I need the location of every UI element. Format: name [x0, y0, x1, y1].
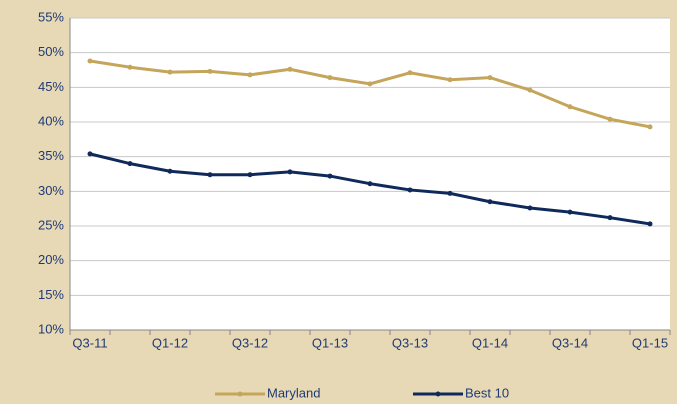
point: [407, 187, 413, 193]
point: [167, 69, 173, 75]
point: [527, 87, 533, 93]
x-tick-label: Q3-13: [392, 335, 428, 350]
y-tick-label: 35%: [38, 148, 64, 163]
point: [647, 124, 653, 130]
point: [447, 190, 453, 196]
point: [607, 215, 613, 221]
y-tick-label: 55%: [38, 9, 64, 24]
y-tick-label: 25%: [38, 217, 64, 232]
legend-marker: [435, 391, 441, 397]
plot-area: [70, 18, 670, 330]
y-tick-label: 30%: [38, 183, 64, 198]
point: [127, 64, 133, 70]
x-tick-label: Q3-12: [232, 335, 268, 350]
point: [287, 66, 293, 72]
y-tick-label: 20%: [38, 252, 64, 267]
x-tick-label: Q1-12: [152, 335, 188, 350]
point: [487, 75, 493, 81]
x-tick-label: Q3-11: [72, 335, 107, 350]
point: [527, 205, 533, 211]
point: [487, 199, 493, 205]
y-tick-label: 40%: [38, 113, 64, 128]
point: [367, 81, 373, 87]
point: [647, 221, 653, 227]
point: [167, 168, 173, 174]
point: [287, 169, 293, 175]
point: [447, 77, 453, 83]
point: [247, 72, 253, 78]
point: [87, 58, 93, 64]
point: [207, 172, 213, 178]
x-tick-label: Q1-14: [472, 335, 508, 350]
point: [367, 181, 373, 187]
point: [327, 173, 333, 179]
x-tick-label: Q1-13: [312, 335, 348, 350]
y-tick-label: 45%: [38, 79, 64, 94]
y-tick-label: 50%: [38, 44, 64, 59]
legend-label: Best 10: [465, 385, 509, 400]
y-tick-label: 15%: [38, 287, 64, 302]
legend-label: Maryland: [267, 385, 320, 400]
y-tick-label: 10%: [38, 321, 64, 336]
point: [567, 104, 573, 110]
x-tick-label: Q3-14: [552, 335, 588, 350]
point: [207, 68, 213, 74]
legend-marker: [237, 391, 243, 397]
point: [247, 172, 253, 178]
point: [607, 116, 613, 122]
point: [327, 75, 333, 81]
point: [567, 209, 573, 215]
point: [407, 70, 413, 76]
point: [87, 151, 93, 157]
point: [127, 161, 133, 167]
x-tick-label: Q1-15: [632, 335, 668, 350]
